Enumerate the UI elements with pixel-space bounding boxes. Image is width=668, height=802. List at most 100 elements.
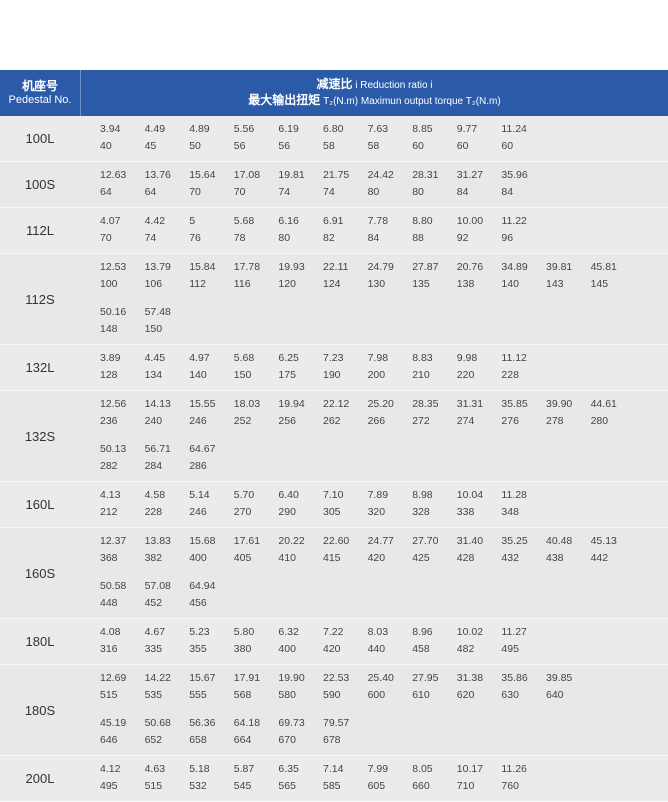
value-cell: 4.89 50 bbox=[189, 121, 233, 155]
pedestal-header-en: Pedestal No. bbox=[8, 94, 72, 106]
value-cell: 4.13 212 bbox=[100, 487, 144, 521]
ratio-value: 8.05 bbox=[412, 763, 433, 775]
torque-value: 630 bbox=[501, 689, 519, 701]
value-rows: 3.89 128 4.45 134 4.97 140 5.68 150 6.25 175 7.23 1… bbox=[80, 345, 668, 390]
value-cell: 4.08 316 bbox=[100, 624, 144, 658]
ratio-value: 45.81 bbox=[590, 261, 617, 273]
ratio-value: 20.76 bbox=[456, 261, 484, 273]
ratio-value: 40.48 bbox=[546, 535, 573, 547]
value-cell: 4.49 45 bbox=[145, 121, 189, 155]
value-cell: 6.19 56 bbox=[278, 121, 322, 155]
value-cell: 3.89 128 bbox=[100, 350, 144, 384]
torque-value: 74 bbox=[144, 232, 157, 244]
table-body: 100L 3.94 40 4.49 45 4.89 50 5.56 56 6.19 56 6.80 58… bbox=[0, 116, 668, 802]
ratio-value: 14.13 bbox=[144, 398, 171, 410]
torque-value: 440 bbox=[367, 643, 386, 655]
value-cell: 50.58 448 bbox=[100, 578, 144, 612]
torque-value: 380 bbox=[233, 643, 252, 655]
ratio-value: 64.94 bbox=[189, 580, 216, 592]
torque-value: 80 bbox=[278, 232, 291, 244]
ratio-value: 56.36 bbox=[189, 717, 216, 729]
table-row: 132S 12.56 236 14.13 240 15.55 246 18.03 252 19.9… bbox=[0, 391, 668, 482]
value-cell: 17.78 116 bbox=[234, 259, 278, 293]
value-cell: 4.42 74 bbox=[145, 213, 189, 247]
value-cell: 12.63 64 bbox=[100, 167, 144, 201]
torque-value: 100 bbox=[100, 278, 118, 290]
pedestal-no: 100L bbox=[25, 131, 55, 146]
value-cell: 8.03 440 bbox=[368, 624, 412, 658]
ratio-value: 4.13 bbox=[100, 489, 121, 501]
ratio-value: 50.68 bbox=[144, 717, 171, 729]
value-cell: 45.19 646 bbox=[100, 715, 144, 749]
value-cell: 11.22 96 bbox=[501, 213, 545, 247]
torque-value: 112 bbox=[189, 278, 206, 290]
ratio-value: 5.23 bbox=[189, 626, 210, 638]
ratio-value: 27.87 bbox=[412, 261, 439, 273]
value-cell: 79.57 678 bbox=[323, 715, 367, 749]
value-cell: 9.98 220 bbox=[457, 350, 501, 384]
torque-value: 256 bbox=[278, 415, 296, 427]
pedestal-no: 132L bbox=[25, 360, 55, 375]
value-cell: 28.31 80 bbox=[412, 167, 456, 201]
value-cell: 5.70 270 bbox=[234, 487, 278, 521]
value-cell: 11.26 760 bbox=[501, 761, 545, 795]
value-cell: 5.80 380 bbox=[234, 624, 278, 658]
torque-value: 678 bbox=[323, 734, 341, 746]
ratio-value: 15.68 bbox=[189, 535, 216, 547]
torque-header-cn: 最大输出扭矩 bbox=[248, 93, 321, 107]
torque-value: 45 bbox=[144, 140, 157, 152]
value-cell: 40.48 438 bbox=[546, 533, 590, 567]
value-cell: 24.42 80 bbox=[368, 167, 412, 201]
torque-value: 92 bbox=[456, 232, 469, 244]
torque-value: 80 bbox=[412, 186, 424, 198]
table-header: 机座号 Pedestal No. 减速比 i Reduction ratio i… bbox=[0, 70, 668, 116]
value-cell: 7.99 605 bbox=[368, 761, 412, 795]
ratio-value: 22.53 bbox=[323, 672, 350, 684]
value-cell: 17.08 70 bbox=[234, 167, 278, 201]
value-cell: 7.98 200 bbox=[368, 350, 412, 384]
ratio-value: 5.14 bbox=[189, 489, 210, 501]
torque-value: 84 bbox=[367, 232, 380, 244]
table-row: 112S 12.53 100 13.79 106 15.84 112 17.78 116 19.9… bbox=[0, 254, 668, 345]
value-cell: 5.14 246 bbox=[189, 487, 233, 521]
ratio-value: 6.19 bbox=[278, 123, 299, 135]
value-cell: 35.86 630 bbox=[501, 670, 545, 704]
value-cell: 27.95 610 bbox=[412, 670, 456, 704]
value-cell: 9.77 60 bbox=[457, 121, 501, 155]
ratio-value: 15.84 bbox=[189, 261, 216, 273]
value-subrow: 3.89 128 4.45 134 4.97 140 5.68 150 6.25 175 7.23 1… bbox=[80, 345, 668, 390]
value-rows: 12.69 515 14.22 535 15.67 555 17.91 568 19.90 580… bbox=[80, 665, 668, 755]
value-subrow: 4.07 70 4.42 74 5 76 5.68 78 6.16 80 6.91 82 7.78 84 8… bbox=[80, 208, 668, 253]
torque-value: 212 bbox=[100, 506, 118, 518]
torque-value: 84 bbox=[456, 186, 469, 198]
value-subrow: 4.12 495 4.63 515 5.18 532 5.87 545 6.35 565 7.14 5… bbox=[80, 756, 668, 801]
ratio-value: 5.18 bbox=[189, 763, 210, 775]
value-cell: 17.61 405 bbox=[234, 533, 278, 567]
ratio-value: 15.55 bbox=[189, 398, 216, 410]
value-cell: 6.16 80 bbox=[278, 213, 322, 247]
ratio-value: 10.04 bbox=[456, 489, 484, 501]
torque-value: 56 bbox=[278, 140, 291, 152]
ratio-value: 8.83 bbox=[412, 352, 433, 364]
torque-value: 84 bbox=[501, 186, 514, 198]
torque-value: 338 bbox=[456, 506, 475, 518]
value-cell: 6.40 290 bbox=[278, 487, 322, 521]
torque-value: 420 bbox=[323, 643, 341, 655]
value-subrow: 12.69 515 14.22 535 15.67 555 17.91 568 19.90 580… bbox=[80, 665, 668, 710]
value-cell: 13.83 382 bbox=[145, 533, 189, 567]
torque-value: 452 bbox=[144, 597, 163, 609]
torque-value: 495 bbox=[501, 643, 519, 655]
value-cell: 5.87 545 bbox=[234, 761, 278, 795]
torque-value: 382 bbox=[144, 552, 163, 564]
value-cell: 7.10 305 bbox=[323, 487, 367, 521]
ratio-value: 45.13 bbox=[590, 535, 617, 547]
pedestal-header-cn: 机座号 bbox=[21, 79, 58, 93]
ratio-value: 19.90 bbox=[278, 672, 305, 684]
value-cell: 14.13 240 bbox=[145, 396, 189, 430]
ratio-value: 7.78 bbox=[367, 215, 389, 227]
torque-value: 74 bbox=[323, 186, 335, 198]
torque-value: 58 bbox=[323, 140, 335, 152]
value-cell: 50.13 282 bbox=[100, 441, 144, 475]
ratio-value: 31.40 bbox=[456, 535, 484, 547]
torque-value: 585 bbox=[323, 780, 341, 792]
